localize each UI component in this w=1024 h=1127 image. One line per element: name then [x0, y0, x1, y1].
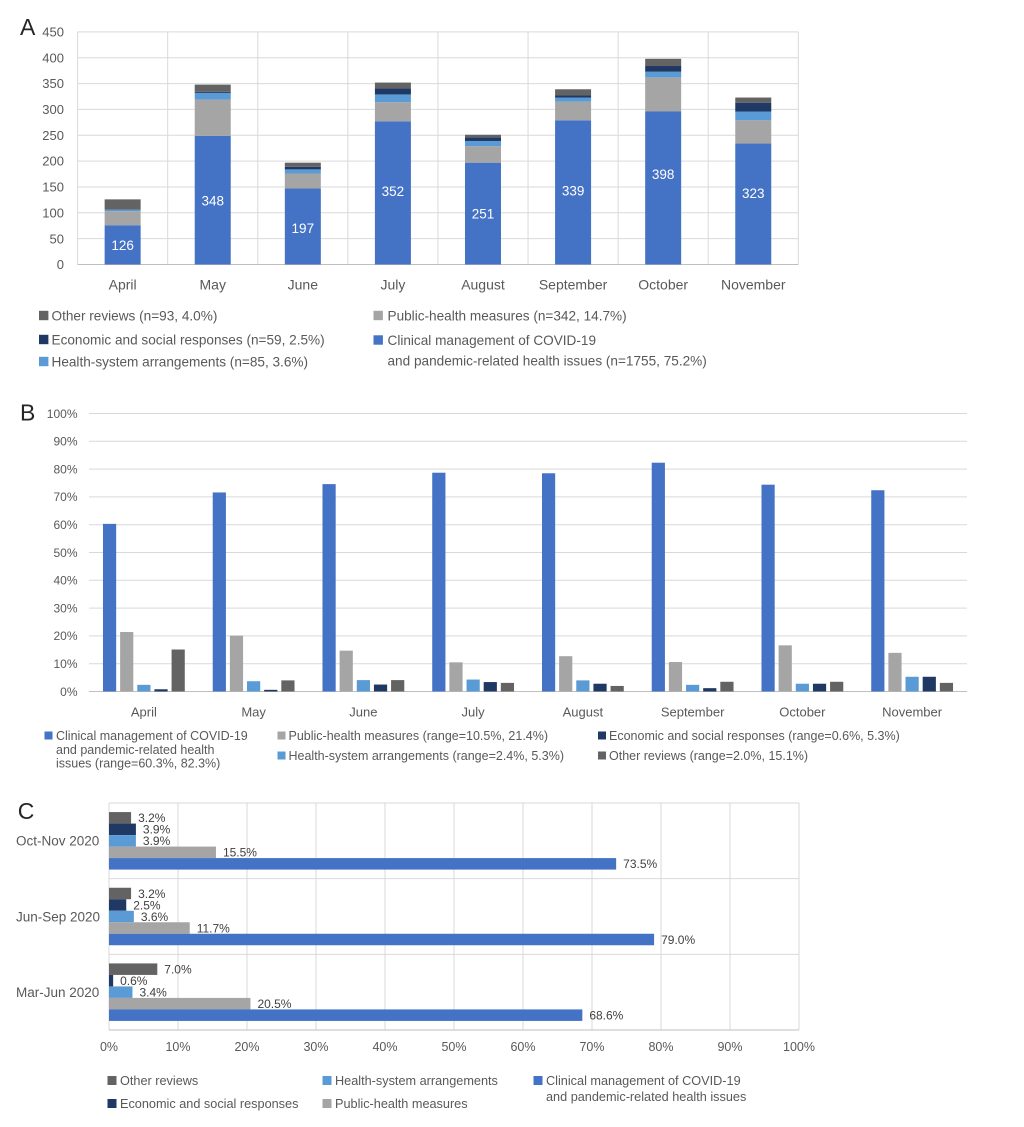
svg-text:Other reviews (range=2.0%, 15.: Other reviews (range=2.0%, 15.1%) — [609, 749, 808, 763]
svg-text:3.4%: 3.4% — [139, 985, 167, 999]
svg-text:40%: 40% — [372, 1040, 397, 1054]
svg-text:3.2%: 3.2% — [138, 811, 166, 825]
svg-text:70%: 70% — [579, 1040, 604, 1054]
svg-text:October: October — [779, 705, 826, 720]
svg-text:300: 300 — [42, 102, 64, 117]
svg-text:3.2%: 3.2% — [138, 887, 166, 901]
svg-text:20%: 20% — [53, 629, 77, 643]
svg-text:10%: 10% — [165, 1040, 190, 1054]
svg-text:October: October — [638, 277, 688, 293]
svg-text:100%: 100% — [783, 1040, 815, 1054]
svg-text:70%: 70% — [53, 490, 77, 504]
svg-text:11.7%: 11.7% — [197, 921, 230, 935]
svg-text:450: 450 — [42, 25, 64, 40]
svg-text:0%: 0% — [100, 1040, 118, 1054]
svg-text:3.9%: 3.9% — [143, 834, 171, 848]
svg-text:20%: 20% — [234, 1040, 259, 1054]
svg-text:250: 250 — [42, 128, 64, 143]
svg-text:Clinical management of COVID-1: Clinical management of COVID-19 — [546, 1074, 741, 1088]
svg-text:July: July — [380, 277, 405, 293]
svg-text:September: September — [661, 705, 725, 720]
svg-text:0.6%: 0.6% — [120, 974, 148, 988]
svg-text:251: 251 — [472, 206, 495, 221]
svg-text:50%: 50% — [53, 546, 77, 560]
svg-text:79.0%: 79.0% — [661, 933, 695, 947]
svg-text:May: May — [241, 705, 266, 720]
svg-text:August: August — [461, 277, 505, 293]
svg-text:Clinical management of COVID-1: Clinical management of COVID-19 — [388, 333, 597, 348]
svg-text:August: August — [563, 705, 604, 720]
svg-text:November: November — [721, 277, 786, 293]
svg-text:Public-health measures: Public-health measures — [335, 1097, 468, 1111]
svg-text:400: 400 — [42, 50, 64, 65]
svg-text:0: 0 — [57, 257, 64, 272]
svg-text:Clinical management of COVID-1: Clinical management of COVID-19 — [56, 729, 248, 743]
svg-text:7.0%: 7.0% — [164, 962, 192, 976]
svg-text:C: C — [18, 798, 35, 824]
svg-text:Other reviews: Other reviews — [120, 1074, 198, 1088]
svg-text:Health-system arrangements: Health-system arrangements — [335, 1074, 498, 1088]
svg-text:and pandemic-related health: and pandemic-related health — [56, 743, 214, 757]
svg-text:126: 126 — [111, 238, 134, 253]
svg-text:15.5%: 15.5% — [223, 846, 257, 860]
svg-text:Economic and social responses: Economic and social responses — [120, 1097, 298, 1111]
svg-text:20.5%: 20.5% — [257, 997, 291, 1011]
svg-text:68.6%: 68.6% — [589, 1008, 623, 1022]
svg-text:90%: 90% — [717, 1040, 742, 1054]
svg-text:2.5%: 2.5% — [133, 898, 161, 912]
svg-text:100%: 100% — [47, 407, 78, 421]
svg-text:90%: 90% — [53, 435, 77, 449]
svg-text:Public-health measures (range=: Public-health measures (range=10.5%, 21.… — [289, 729, 549, 743]
svg-text:3.9%: 3.9% — [143, 823, 171, 837]
svg-text:200: 200 — [42, 154, 64, 169]
svg-text:150: 150 — [42, 180, 64, 195]
svg-text:and pandemic-related health is: and pandemic-related health issues (n=17… — [388, 353, 707, 368]
svg-text:Mar-Jun 2020: Mar-Jun 2020 — [16, 985, 99, 1000]
svg-text:B: B — [20, 399, 35, 425]
svg-text:Oct-Nov 2020: Oct-Nov 2020 — [16, 834, 99, 849]
svg-text:100: 100 — [42, 205, 64, 220]
svg-text:May: May — [200, 277, 226, 293]
svg-text:323: 323 — [742, 186, 765, 201]
svg-text:73.5%: 73.5% — [623, 857, 657, 871]
svg-text:80%: 80% — [648, 1040, 673, 1054]
svg-text:30%: 30% — [53, 601, 77, 615]
svg-text:Economic and social responses: Economic and social responses (n=59, 2.5… — [52, 332, 325, 347]
svg-text:0%: 0% — [60, 685, 78, 699]
svg-text:April: April — [131, 705, 157, 720]
svg-text:60%: 60% — [510, 1040, 535, 1054]
svg-text:3.6%: 3.6% — [141, 910, 169, 924]
svg-text:Other reviews (n=93, 4.0%): Other reviews (n=93, 4.0%) — [52, 308, 218, 323]
svg-text:50: 50 — [50, 231, 64, 246]
svg-text:Economic and social responses: Economic and social responses (range=0.6… — [609, 729, 900, 743]
svg-text:50%: 50% — [441, 1040, 466, 1054]
svg-text:issues (range=60.3%, 82.3%): issues (range=60.3%, 82.3%) — [56, 756, 220, 770]
svg-text:40%: 40% — [53, 574, 77, 588]
svg-text:November: November — [882, 705, 943, 720]
svg-text:Public-health measures (n=342,: Public-health measures (n=342, 14.7%) — [388, 308, 627, 323]
svg-text:September: September — [539, 277, 608, 293]
svg-text:352: 352 — [382, 184, 405, 199]
svg-text:June: June — [288, 277, 319, 293]
svg-text:Health-system arrangements (n=: Health-system arrangements (n=85, 3.6%) — [52, 354, 309, 369]
svg-text:Jun-Sep 2020: Jun-Sep 2020 — [16, 909, 100, 924]
svg-text:July: July — [462, 705, 486, 720]
svg-text:10%: 10% — [53, 657, 77, 671]
svg-text:30%: 30% — [303, 1040, 328, 1054]
svg-text:60%: 60% — [53, 518, 77, 532]
svg-text:and pandemic-related health is: and pandemic-related health issues — [546, 1090, 746, 1104]
svg-text:A: A — [20, 14, 36, 40]
svg-text:348: 348 — [201, 193, 224, 208]
svg-text:April: April — [109, 277, 137, 293]
svg-text:197: 197 — [292, 221, 315, 236]
svg-text:398: 398 — [652, 167, 675, 182]
svg-text:80%: 80% — [53, 462, 77, 476]
svg-text:June: June — [349, 705, 377, 720]
svg-text:Health-system arrangements (ra: Health-system arrangements (range=2.4%, … — [289, 749, 564, 763]
svg-text:339: 339 — [562, 183, 585, 198]
svg-text:350: 350 — [42, 76, 64, 91]
